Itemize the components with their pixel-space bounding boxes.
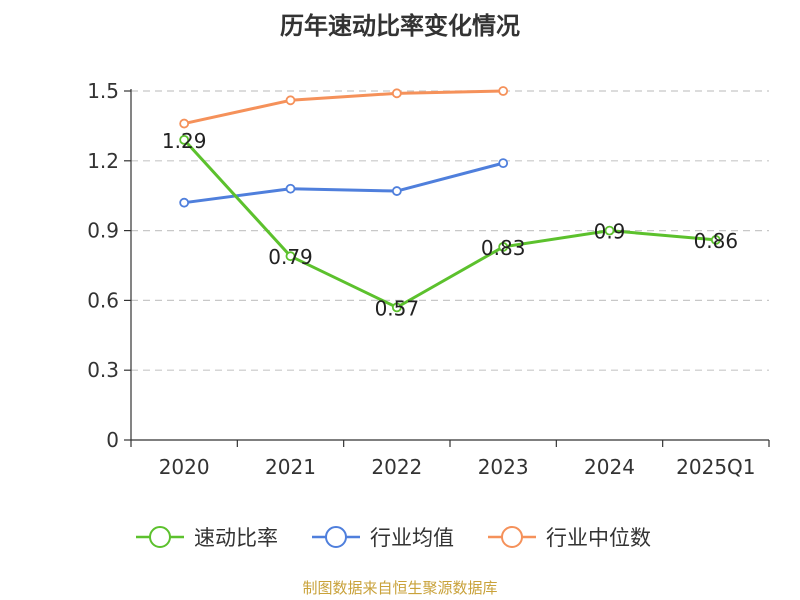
legend-item[interactable]: 行业中位数 <box>488 526 651 550</box>
data-label: 0.86 <box>694 229 739 253</box>
x-tick-label: 2022 <box>371 455 422 479</box>
data-point[interactable] <box>498 241 509 252</box>
data-point[interactable] <box>285 251 296 262</box>
data-label: 1.29 <box>162 129 207 153</box>
data-point[interactable] <box>391 186 402 196</box>
data-label: 0.83 <box>481 236 526 260</box>
axes: 0 0.3 0.6 0.9 1.2 1.5 2020 2021 2022 2023 2024 2025… <box>87 79 770 479</box>
data-point[interactable] <box>498 86 509 96</box>
data-point[interactable] <box>179 118 190 129</box>
series-line <box>183 161 504 205</box>
legend-label: 行业均值 <box>370 526 454 550</box>
data-point[interactable] <box>391 302 402 313</box>
legend-label: 速动比率 <box>194 526 278 550</box>
x-tick-label: 2025Q1 <box>676 455 755 479</box>
x-tick-label: 2024 <box>584 455 635 479</box>
legend[interactable]: 速动比率 行业均值 行业中位数 <box>136 526 651 550</box>
data-label: 0.57 <box>375 296 420 320</box>
y-tick-label: 1.5 <box>87 79 119 103</box>
data-labels: 1.29 0.79 0.57 0.83 0.9 0.86 <box>162 129 738 321</box>
y-tick-label: 1.2 <box>87 149 119 173</box>
series-line <box>183 138 716 309</box>
data-point[interactable] <box>179 197 190 208</box>
x-tick-label: 2020 <box>159 455 210 479</box>
data-point[interactable] <box>710 235 721 245</box>
series-line <box>183 89 504 126</box>
chart-title: 历年速动比率变化情况 <box>280 12 520 40</box>
legend-label: 行业中位数 <box>546 526 651 550</box>
legend-marker <box>501 526 523 548</box>
legend-marker <box>149 526 171 548</box>
data-point[interactable] <box>604 225 615 236</box>
data-point[interactable] <box>498 158 509 169</box>
data-label: 0.79 <box>268 245 313 269</box>
grid-lines <box>131 90 769 371</box>
data-point[interactable] <box>285 183 296 194</box>
legend-item[interactable]: 行业均值 <box>312 526 454 550</box>
y-tick-label: 0.3 <box>87 358 119 382</box>
series-layer <box>179 86 721 313</box>
legend-marker <box>325 526 347 548</box>
data-point[interactable] <box>285 95 296 106</box>
y-tick-label: 0 <box>106 428 119 452</box>
y-tick-label: 0.6 <box>87 288 119 312</box>
data-label: 0.9 <box>594 220 626 244</box>
x-tick-label: 2021 <box>265 455 316 479</box>
x-tick-label: 2023 <box>478 455 529 479</box>
data-point[interactable] <box>179 134 190 145</box>
y-tick-label: 0.9 <box>87 219 119 243</box>
source-note: 制图数据来自恒生聚源数据库 <box>302 579 498 597</box>
data-point[interactable] <box>391 88 402 99</box>
legend-item[interactable]: 速动比率 <box>136 526 278 550</box>
